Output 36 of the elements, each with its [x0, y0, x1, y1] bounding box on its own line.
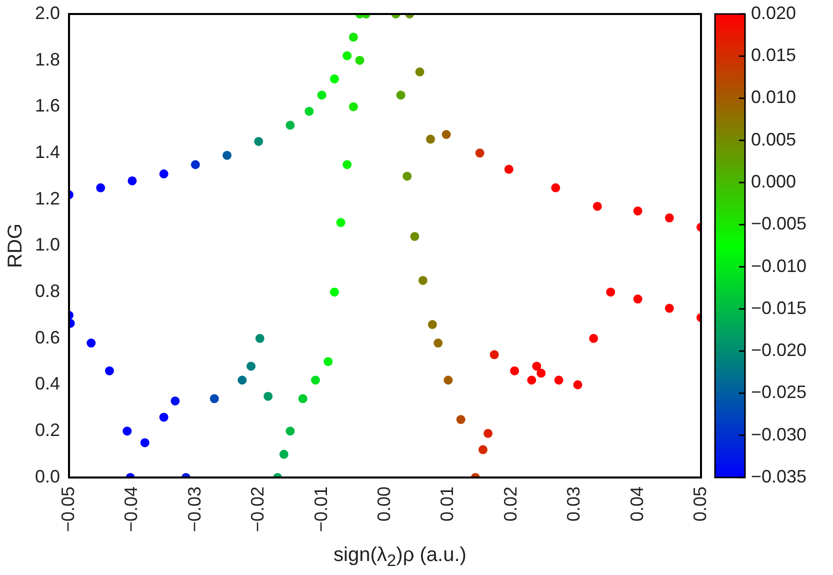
- y-tick-label: 0.2: [34, 420, 60, 440]
- color-bar-label: −0.030: [751, 424, 807, 444]
- y-tick-label: 1.2: [34, 188, 60, 208]
- color-bar-label: 0.010: [751, 87, 796, 108]
- color-bar-label: −0.005: [751, 214, 807, 234]
- x-tick-label: −0.05: [58, 486, 78, 532]
- x-axis-title: sign(λ$_{2}$)ρ (a.u.): [332, 544, 468, 571]
- y-tick-label: 1.0: [34, 234, 60, 255]
- x-tick-label: −0.04: [121, 486, 142, 532]
- y-tick-label: 2.0: [34, 2, 60, 23]
- y-tick-label: 1.4: [34, 142, 60, 162]
- x-tick-label: −0.02: [248, 486, 268, 532]
- y-axis-title: RDG: [4, 224, 27, 268]
- y-tick-label: 0.6: [34, 327, 60, 348]
- y-tick-label: 0.0: [34, 466, 60, 486]
- y-tick-label: 1.8: [34, 49, 60, 70]
- color-bar-label: −0.020: [751, 340, 807, 360]
- x-tick-label: 0.02: [500, 486, 520, 522]
- color-bar-label: 0.000: [751, 172, 796, 192]
- color-bar-label: 0.015: [751, 45, 796, 66]
- color-bar-label: −0.025: [751, 382, 807, 402]
- y-tick-label: 0.4: [34, 374, 60, 394]
- x-tick-label: 0.05: [690, 486, 710, 522]
- x-tick-label: 0.00: [374, 486, 394, 522]
- color-bar-label: −0.010: [751, 256, 807, 276]
- x-tick-label: −0.03: [184, 486, 204, 532]
- color-bar-label: 0.005: [751, 129, 796, 150]
- x-tick-label: 0.03: [564, 486, 584, 522]
- x-tick-label: −0.01: [310, 486, 331, 532]
- color-bar-label: −0.015: [751, 298, 807, 318]
- x-tick-label: 0.01: [437, 486, 458, 522]
- y-tick-label: 1.6: [34, 96, 60, 116]
- color-bar-label: 0.020: [751, 2, 796, 23]
- x-tick-label: 0.04: [626, 486, 647, 522]
- y-tick-label: 0.8: [34, 281, 60, 302]
- color-bar-label: −0.035: [751, 466, 807, 486]
